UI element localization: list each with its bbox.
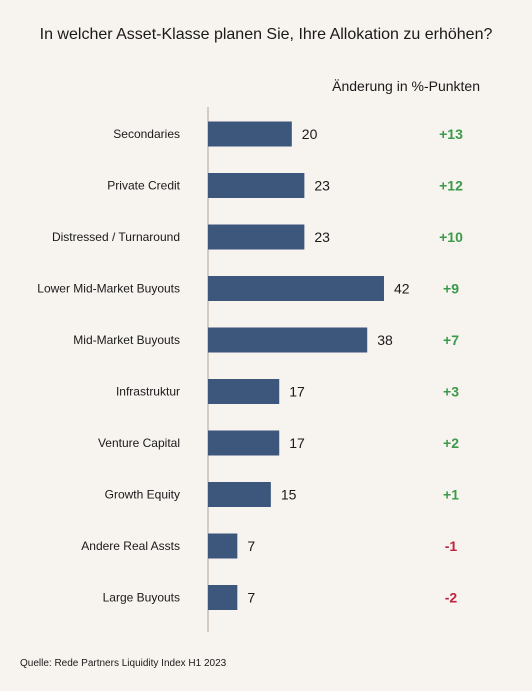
value-label: 38 xyxy=(377,332,393,348)
bar xyxy=(208,276,384,301)
category-label: Distressed / Turnaround xyxy=(52,230,180,244)
change-label: +10 xyxy=(439,229,463,245)
value-label: 20 xyxy=(302,126,318,142)
value-label: 23 xyxy=(314,229,330,245)
change-label: +13 xyxy=(439,126,463,142)
value-label: 15 xyxy=(281,487,297,503)
change-label: +7 xyxy=(443,332,459,348)
bar xyxy=(208,430,280,456)
value-label: 42 xyxy=(394,281,410,297)
bar xyxy=(208,482,271,507)
change-label: +2 xyxy=(443,435,459,451)
bar xyxy=(208,533,238,559)
bar xyxy=(208,121,292,147)
category-label: Growth Equity xyxy=(105,488,180,502)
category-label: Mid-Market Buyouts xyxy=(73,333,180,347)
source-note: Quelle: Rede Partners Liquidity Index H1… xyxy=(20,658,227,669)
change-label: +12 xyxy=(439,178,463,194)
bar xyxy=(208,379,280,404)
change-label: +1 xyxy=(443,487,459,503)
category-label: Private Credit xyxy=(107,179,180,193)
bar xyxy=(208,327,368,353)
value-label: 17 xyxy=(289,435,305,451)
change-label: +3 xyxy=(443,384,459,400)
category-label: Venture Capital xyxy=(98,436,180,450)
category-label: Andere Real Assts xyxy=(81,539,180,553)
change-label: -2 xyxy=(445,590,458,606)
bar xyxy=(208,224,305,250)
bar xyxy=(208,585,238,610)
category-label: Infrastruktur xyxy=(116,385,180,399)
change-label: -1 xyxy=(445,538,458,554)
value-label: 17 xyxy=(289,384,305,400)
value-label: 7 xyxy=(247,590,255,606)
chart-title: In welcher Asset-Klasse planen Sie, Ihre… xyxy=(39,26,493,43)
value-label: 23 xyxy=(314,178,330,194)
category-label: Secondaries xyxy=(113,127,180,141)
category-label: Lower Mid-Market Buyouts xyxy=(37,282,180,296)
change-column-header: Änderung in %-Punkten xyxy=(332,78,480,94)
value-label: 7 xyxy=(247,538,255,554)
bar xyxy=(208,173,305,198)
change-label: +9 xyxy=(443,281,459,297)
category-label: Large Buyouts xyxy=(103,591,180,605)
